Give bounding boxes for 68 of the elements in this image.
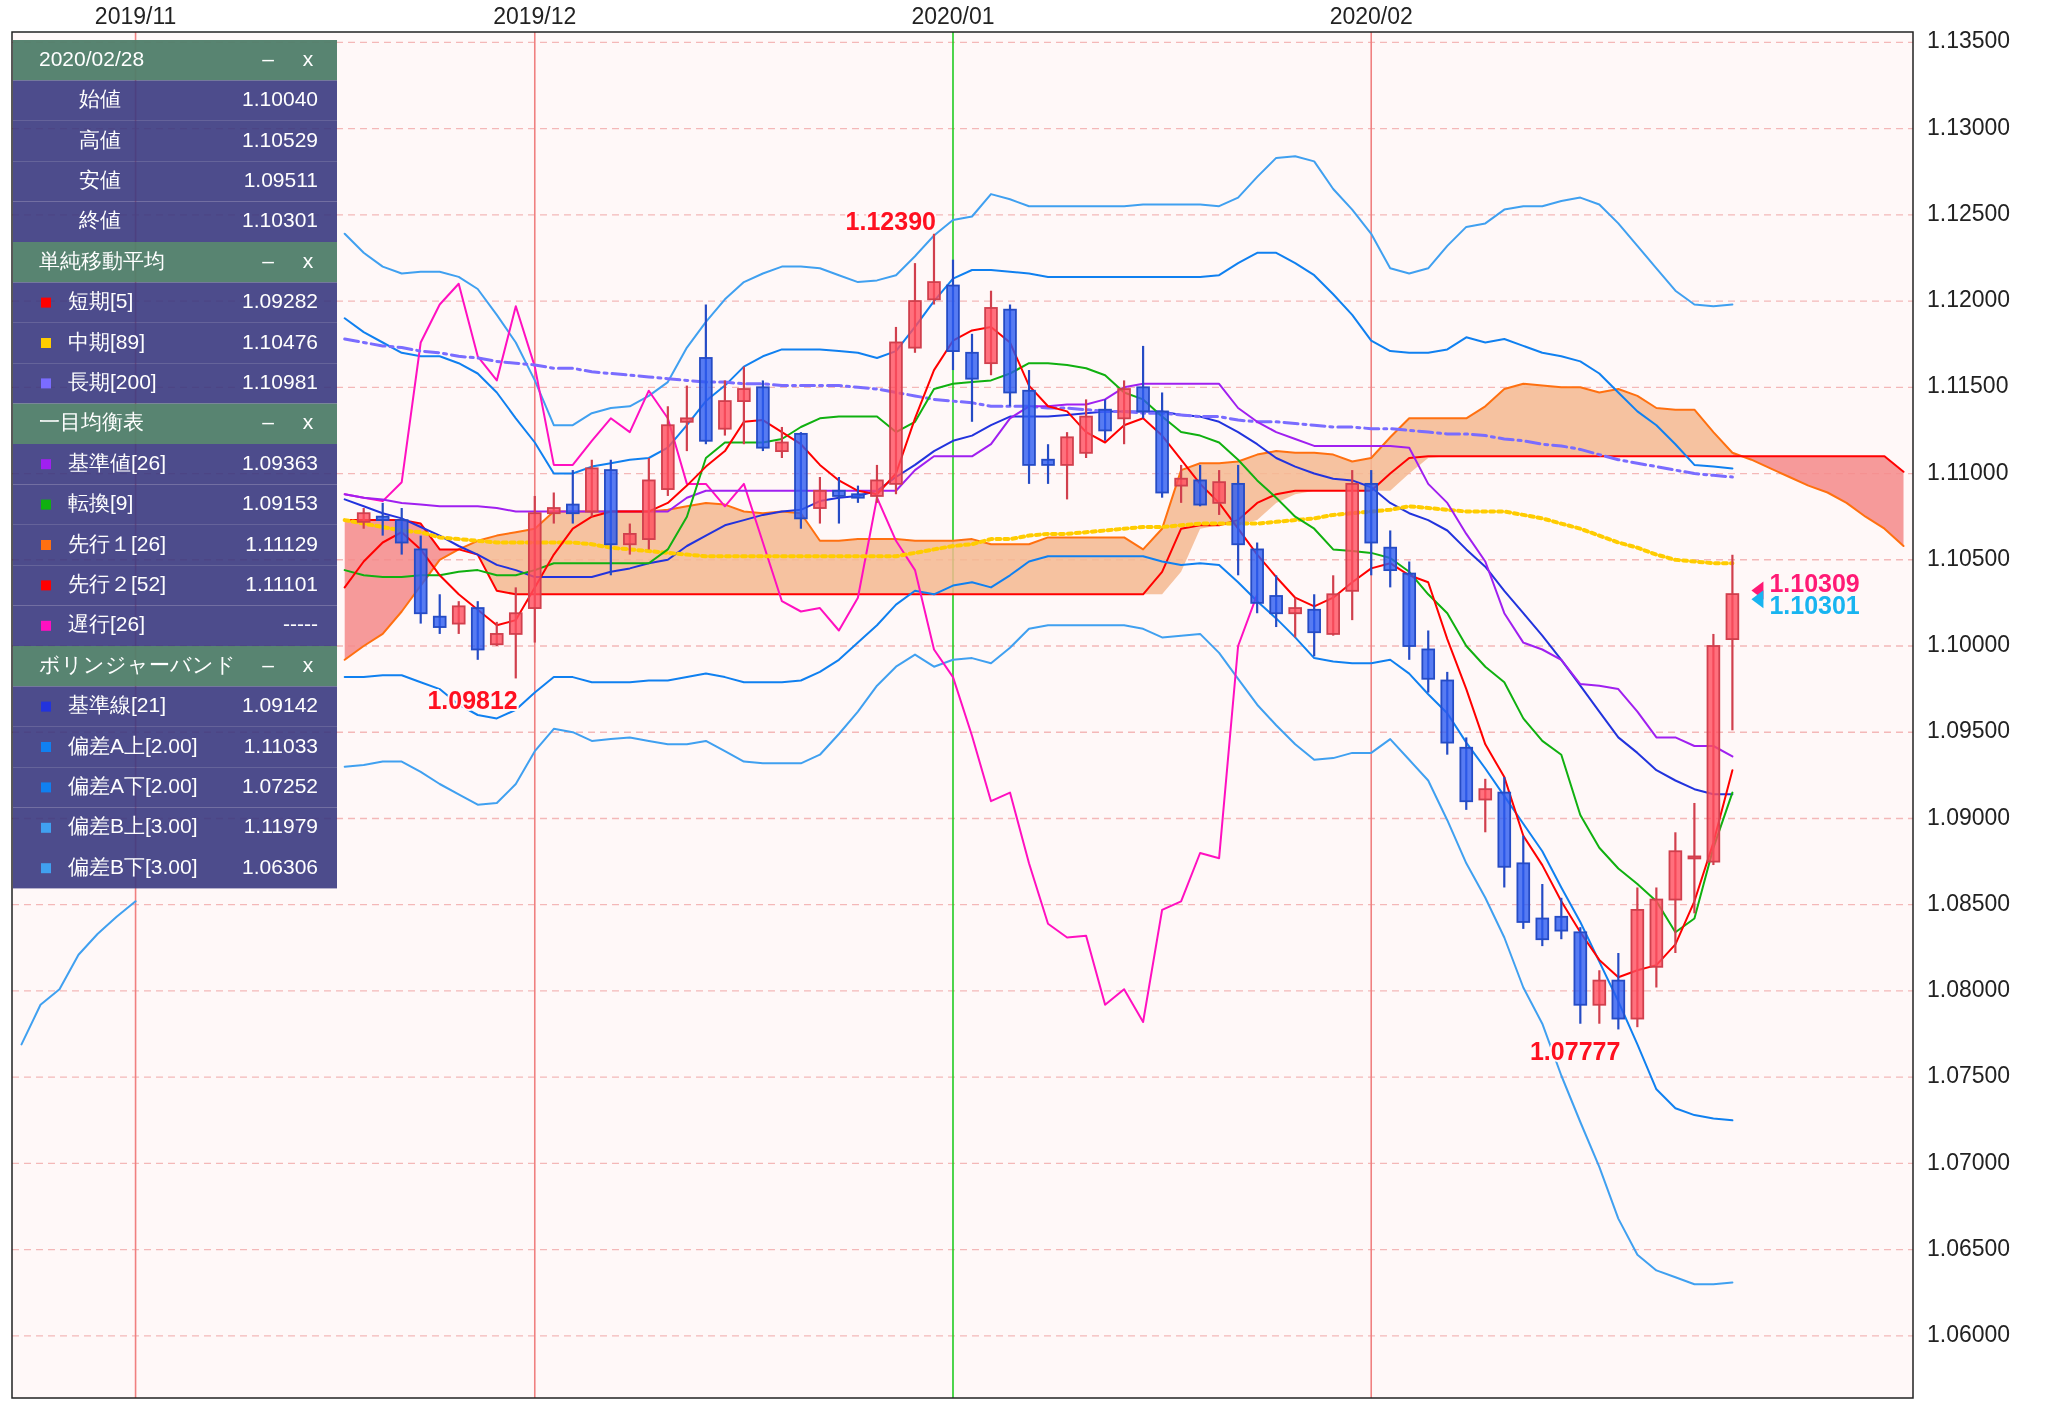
- text: 1.11101: [245, 571, 318, 595]
- x-tick-label: 2019/12: [493, 3, 577, 29]
- y-tick-label: 1.11500: [1927, 372, 2009, 399]
- category-label: 偏差A下[2.00]: [68, 773, 198, 797]
- text: –: [262, 652, 274, 676]
- text: 2020/02/28: [39, 46, 145, 70]
- category-label: 安値: [79, 167, 121, 191]
- category-label: 中期[89]: [68, 329, 146, 353]
- text: –: [262, 248, 274, 272]
- y-tick-label: 1.12500: [1927, 199, 2011, 226]
- y-tick-label: 1.09500: [1927, 717, 2011, 744]
- annotation: x: [302, 410, 314, 434]
- text: 1.10040: [242, 87, 318, 111]
- y-tick-label: 1.06000: [1927, 1320, 2011, 1347]
- y-tick-label: 1.10000: [1927, 631, 2011, 658]
- category-label: 長期[200]: [68, 369, 157, 393]
- category-label: ボリンジャーバンド: [39, 652, 236, 676]
- text: x: [302, 652, 314, 676]
- category-label: 転換[9]: [68, 491, 134, 515]
- y-tick-label: 1.08000: [1927, 976, 2011, 1003]
- text: 1.11033: [243, 733, 318, 757]
- category-label: 基準線[21]: [68, 693, 167, 717]
- y-tick-label: 1.07500: [1927, 1062, 2011, 1089]
- category-label: 短期[5]: [68, 289, 134, 313]
- text: 1.10981: [242, 369, 318, 393]
- y-tick-label: 1.13500: [1927, 27, 2011, 54]
- text: x: [302, 46, 314, 70]
- text: -----: [283, 612, 318, 636]
- text: 1.09282: [242, 289, 318, 313]
- text: 1.09142: [242, 693, 318, 717]
- text: 1.06306: [242, 854, 318, 878]
- annotation: 1.12390: [845, 206, 936, 235]
- y-tick-label: 1.11000: [1927, 458, 2009, 485]
- category-label: 基準値[26]: [68, 450, 167, 474]
- category-label: 一目均衡表: [39, 410, 144, 434]
- text: 1.10301: [242, 208, 318, 232]
- text: x: [302, 248, 314, 272]
- y-tick-label: 1.09000: [1927, 803, 2011, 830]
- y-tick-label: 1.13000: [1927, 113, 2011, 140]
- text: 1.11129: [245, 531, 318, 555]
- annotation: –: [262, 410, 275, 434]
- text: 1.11979: [243, 814, 318, 838]
- x-tick-label: 2020/01: [911, 3, 995, 29]
- category-label: 高値: [79, 127, 121, 151]
- category-label: 偏差B下[3.00]: [68, 854, 198, 878]
- annotation: 1.10309: [1769, 568, 1860, 597]
- text: 1.09363: [242, 450, 318, 474]
- text: 1.10529: [242, 127, 318, 151]
- y-tick-label: 1.10500: [1927, 544, 2011, 571]
- category-label: 単純移動平均: [39, 248, 165, 272]
- y-tick-label: 1.08500: [1927, 889, 2011, 916]
- category-label: 遅行[26]: [68, 612, 146, 636]
- text: 1.09511: [243, 167, 318, 191]
- text: 1.07252: [242, 773, 318, 797]
- category-label: 先行１[26]: [68, 531, 167, 555]
- category-label: 偏差B上[3.00]: [68, 814, 198, 838]
- category-label: 偏差A上[2.00]: [68, 733, 198, 757]
- text: 1.09153: [242, 491, 318, 515]
- y-tick-label: 1.12000: [1927, 286, 2011, 313]
- text: –: [262, 46, 274, 70]
- y-tick-label: 1.07000: [1927, 1148, 2011, 1175]
- x-tick-label: 2020/02: [1329, 3, 1413, 29]
- category-label: 終値: [78, 208, 121, 232]
- y-tick-label: 1.06500: [1927, 1234, 2011, 1261]
- text: 1.10476: [242, 329, 318, 353]
- category-label: 先行２[52]: [68, 571, 167, 595]
- category-label: 始値: [79, 87, 121, 111]
- x-tick-label: 2019/11: [94, 3, 177, 29]
